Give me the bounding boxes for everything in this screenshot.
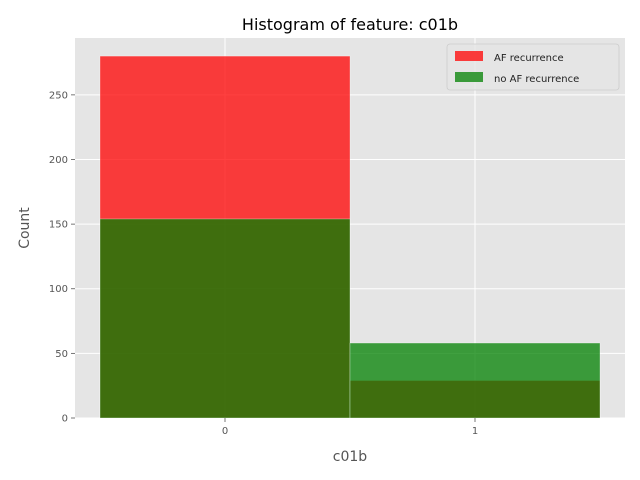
legend-box bbox=[446, 43, 620, 91]
bar-no-af-recurrence-1 bbox=[349, 342, 601, 419]
y-tick-label: 200 bbox=[49, 155, 68, 166]
legend-swatch-no-af-recurrence bbox=[455, 72, 483, 82]
bar-no-af-recurrence-0 bbox=[99, 218, 351, 419]
legend-label-no-af-recurrence: no AF recurrence bbox=[494, 74, 579, 85]
legend: AF recurrence no AF recurrence bbox=[446, 43, 620, 91]
y-tick-labels: 0 50 100 150 200 250 bbox=[49, 90, 75, 425]
legend-swatch-af-recurrence bbox=[455, 51, 483, 61]
y-axis-label: Count bbox=[17, 207, 33, 249]
chart-title: Histogram of feature: c01b bbox=[242, 15, 458, 34]
legend-label-af-recurrence: AF recurrence bbox=[494, 53, 564, 64]
y-tick-label: 50 bbox=[55, 349, 68, 360]
y-tick-label: 0 bbox=[62, 414, 68, 425]
y-tick-label: 150 bbox=[49, 220, 68, 231]
bars-group bbox=[99, 55, 601, 419]
x-tick-label: 0 bbox=[222, 426, 228, 437]
y-tick-label: 100 bbox=[49, 284, 68, 295]
x-tick-label: 1 bbox=[472, 426, 478, 437]
y-tick-label: 250 bbox=[49, 90, 68, 101]
x-axis-label: c01b bbox=[333, 449, 368, 465]
